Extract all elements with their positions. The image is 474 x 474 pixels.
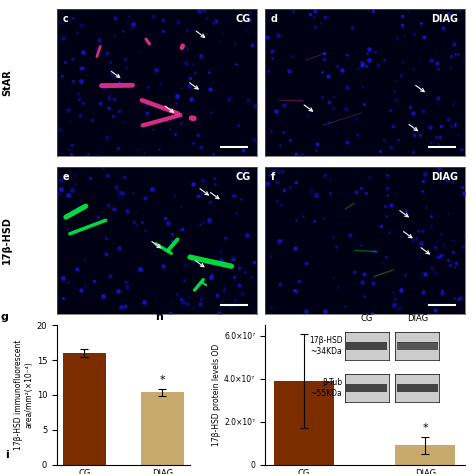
Bar — [63, 353, 106, 465]
Bar — [141, 392, 184, 465]
Text: DIAG: DIAG — [407, 314, 428, 323]
Y-axis label: 17β-HSD immunofluorescent
area/mm²(×10⁻⁴): 17β-HSD immunofluorescent area/mm²(×10⁻⁴… — [15, 340, 34, 450]
Text: StAR: StAR — [2, 69, 12, 96]
Bar — [397, 342, 438, 350]
Text: d: d — [271, 14, 278, 24]
Text: 17β-HSD: 17β-HSD — [2, 217, 12, 264]
Text: DIAG: DIAG — [431, 172, 458, 182]
Text: *: * — [160, 375, 165, 385]
Text: e: e — [63, 172, 70, 182]
Text: h: h — [155, 312, 163, 322]
Text: β-Tub
~55KDa: β-Tub ~55KDa — [310, 378, 342, 398]
Text: f: f — [271, 172, 275, 182]
Text: 17β-HSD
~34KDa: 17β-HSD ~34KDa — [309, 337, 342, 356]
Text: c: c — [63, 14, 69, 24]
Text: CG: CG — [361, 314, 373, 323]
Text: CG: CG — [236, 14, 251, 24]
Text: i: i — [5, 450, 9, 460]
Bar — [346, 342, 387, 350]
Text: DIAG: DIAG — [431, 14, 458, 24]
Text: g: g — [1, 312, 9, 322]
Text: CG: CG — [236, 172, 251, 182]
Bar — [397, 383, 438, 392]
Bar — [395, 445, 456, 465]
Bar — [346, 383, 387, 392]
Bar — [274, 381, 335, 465]
Y-axis label: 17β-HSD protein levels OD: 17β-HSD protein levels OD — [212, 344, 221, 446]
Bar — [397, 343, 438, 350]
Text: *: * — [422, 423, 428, 433]
